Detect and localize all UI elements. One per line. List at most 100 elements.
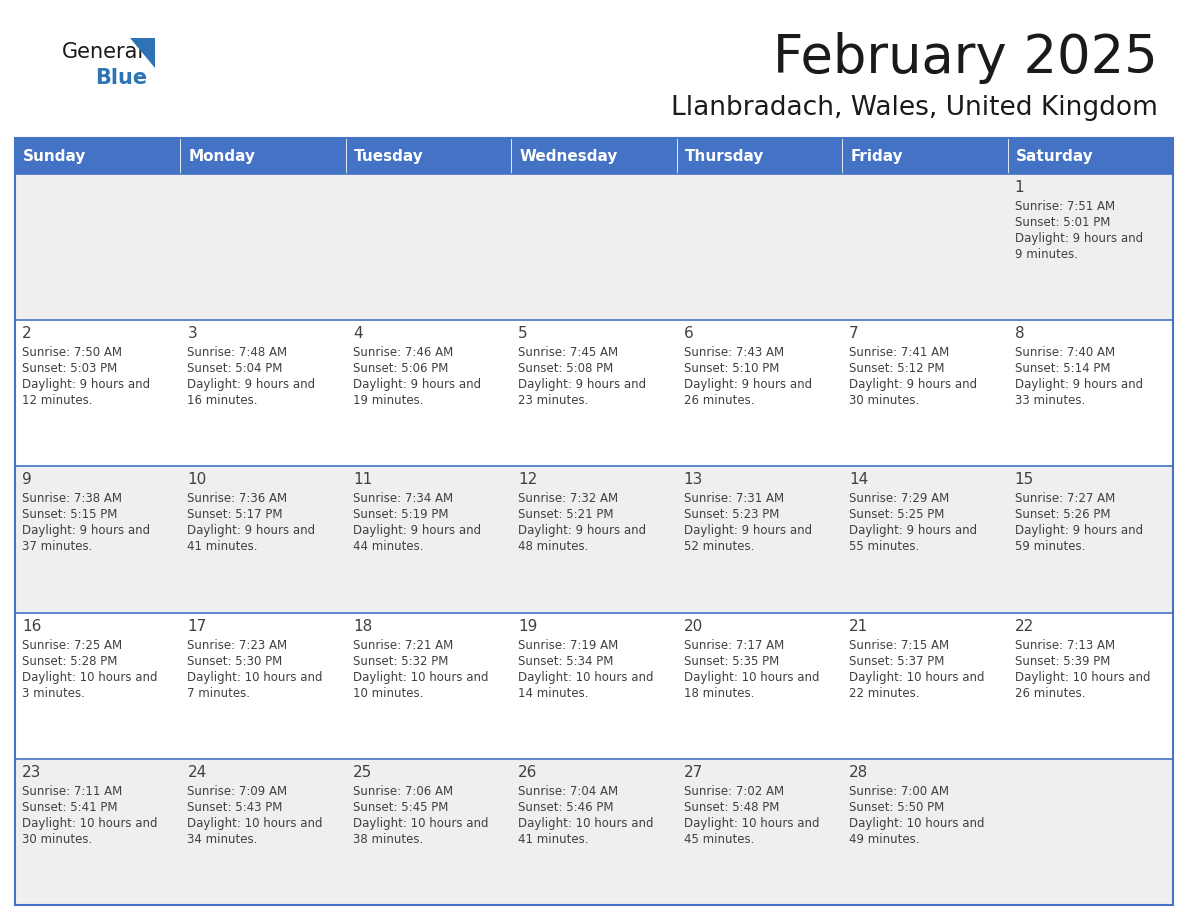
Text: Saturday: Saturday [1016,149,1093,163]
Text: 11: 11 [353,473,372,487]
Text: Sunset: 5:12 PM: Sunset: 5:12 PM [849,363,944,375]
Text: Sunday: Sunday [23,149,87,163]
Text: 18 minutes.: 18 minutes. [684,687,754,700]
Text: 18: 18 [353,619,372,633]
Text: Sunset: 5:10 PM: Sunset: 5:10 PM [684,363,779,375]
Text: Sunrise: 7:00 AM: Sunrise: 7:00 AM [849,785,949,798]
Bar [181,466,346,612]
Text: Sunset: 5:34 PM: Sunset: 5:34 PM [518,655,614,667]
Bar [346,759,511,905]
Text: Daylight: 9 hours and: Daylight: 9 hours and [518,378,650,391]
Text: 6: 6 [684,326,694,341]
Bar [1007,174,1173,320]
Text: Daylight: 9 hours and: Daylight: 9 hours and [1015,232,1146,245]
Text: Sunset: 5:08 PM: Sunset: 5:08 PM [518,363,613,375]
Text: Daylight: 10 hours and: Daylight: 10 hours and [684,817,823,830]
Text: Tuesday: Tuesday [354,149,424,163]
Text: 30 minutes.: 30 minutes. [23,833,93,845]
Text: 1: 1 [1015,180,1024,195]
Text: 4: 4 [353,326,362,341]
Text: Daylight: 10 hours and: Daylight: 10 hours and [1015,671,1154,684]
Text: 23: 23 [23,765,42,779]
Bar [15,759,181,905]
Text: Daylight: 9 hours and: Daylight: 9 hours and [188,524,320,537]
Bar [842,174,1007,320]
Text: Friday: Friday [851,149,903,163]
Text: 12: 12 [518,473,537,487]
Text: 19 minutes.: 19 minutes. [353,394,423,408]
Text: 3: 3 [188,326,197,341]
Text: Daylight: 9 hours and: Daylight: 9 hours and [23,378,154,391]
Text: 30 minutes.: 30 minutes. [849,394,920,408]
Bar [511,320,677,466]
Bar [1007,466,1173,612]
Text: Sunrise: 7:45 AM: Sunrise: 7:45 AM [518,346,619,359]
Text: 3 minutes.: 3 minutes. [23,687,84,700]
Text: Daylight: 10 hours and: Daylight: 10 hours and [849,671,988,684]
Bar [1007,612,1173,759]
Text: Daylight: 9 hours and: Daylight: 9 hours and [1015,524,1146,537]
Text: Daylight: 9 hours and: Daylight: 9 hours and [23,524,154,537]
Text: 55 minutes.: 55 minutes. [849,541,920,554]
Bar [677,174,842,320]
Text: Sunrise: 7:13 AM: Sunrise: 7:13 AM [1015,639,1114,652]
Text: 48 minutes.: 48 minutes. [518,541,589,554]
Text: 2: 2 [23,326,32,341]
Polygon shape [129,38,154,68]
Text: 9 minutes.: 9 minutes. [1015,248,1078,261]
Text: 45 minutes.: 45 minutes. [684,833,754,845]
Text: 15: 15 [1015,473,1034,487]
Text: Sunset: 5:35 PM: Sunset: 5:35 PM [684,655,779,667]
Bar [346,174,511,320]
Bar [181,612,346,759]
Bar [15,320,181,466]
Text: 16 minutes.: 16 minutes. [188,394,258,408]
Text: 19: 19 [518,619,538,633]
Text: 38 minutes.: 38 minutes. [353,833,423,845]
Text: Sunrise: 7:46 AM: Sunrise: 7:46 AM [353,346,453,359]
Text: Sunset: 5:15 PM: Sunset: 5:15 PM [23,509,118,521]
Text: Sunrise: 7:34 AM: Sunrise: 7:34 AM [353,492,453,506]
Text: Sunrise: 7:51 AM: Sunrise: 7:51 AM [1015,200,1114,213]
Text: Daylight: 9 hours and: Daylight: 9 hours and [353,524,485,537]
Text: Daylight: 10 hours and: Daylight: 10 hours and [849,817,988,830]
Text: Daylight: 10 hours and: Daylight: 10 hours and [188,671,327,684]
Text: Sunrise: 7:41 AM: Sunrise: 7:41 AM [849,346,949,359]
Text: Daylight: 10 hours and: Daylight: 10 hours and [23,671,162,684]
Text: Sunset: 5:04 PM: Sunset: 5:04 PM [188,363,283,375]
Text: Sunrise: 7:25 AM: Sunrise: 7:25 AM [23,639,122,652]
Text: 59 minutes.: 59 minutes. [1015,541,1085,554]
Bar [181,174,346,320]
Text: Daylight: 9 hours and: Daylight: 9 hours and [188,378,320,391]
Text: Sunrise: 7:02 AM: Sunrise: 7:02 AM [684,785,784,798]
Text: Sunset: 5:25 PM: Sunset: 5:25 PM [849,509,944,521]
Text: Sunrise: 7:48 AM: Sunrise: 7:48 AM [188,346,287,359]
Bar [181,138,346,174]
Text: Sunset: 5:06 PM: Sunset: 5:06 PM [353,363,448,375]
Text: 41 minutes.: 41 minutes. [518,833,589,845]
Text: Daylight: 9 hours and: Daylight: 9 hours and [353,378,485,391]
Bar [1007,320,1173,466]
Text: Daylight: 9 hours and: Daylight: 9 hours and [684,378,816,391]
Text: Sunrise: 7:36 AM: Sunrise: 7:36 AM [188,492,287,506]
Text: Sunset: 5:39 PM: Sunset: 5:39 PM [1015,655,1110,667]
Bar [677,138,842,174]
Bar [842,759,1007,905]
Text: Sunset: 5:14 PM: Sunset: 5:14 PM [1015,363,1110,375]
Bar [677,612,842,759]
Bar [677,320,842,466]
Text: Sunrise: 7:29 AM: Sunrise: 7:29 AM [849,492,949,506]
Bar [15,138,1173,905]
Text: 7 minutes.: 7 minutes. [188,687,251,700]
Bar [15,174,181,320]
Text: 14: 14 [849,473,868,487]
Text: 16: 16 [23,619,42,633]
Text: Sunset: 5:23 PM: Sunset: 5:23 PM [684,509,779,521]
Text: Sunset: 5:50 PM: Sunset: 5:50 PM [849,800,944,813]
Bar [677,466,842,612]
Text: 9: 9 [23,473,32,487]
Text: Sunset: 5:30 PM: Sunset: 5:30 PM [188,655,283,667]
Text: Sunrise: 7:21 AM: Sunrise: 7:21 AM [353,639,453,652]
Text: Sunrise: 7:32 AM: Sunrise: 7:32 AM [518,492,619,506]
Bar [15,612,181,759]
